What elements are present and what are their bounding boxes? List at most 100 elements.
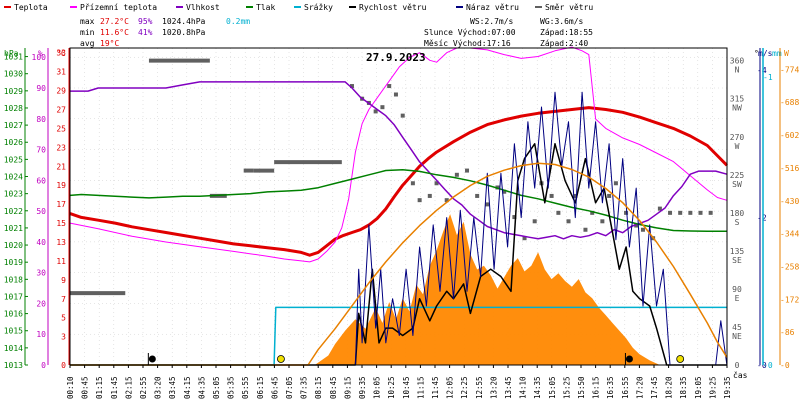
tick-label: 20 <box>36 299 46 308</box>
wind-direction-point <box>427 193 432 198</box>
tick-label: 0 <box>61 361 66 370</box>
tick-label: -774 <box>780 65 799 74</box>
x-tick-label: 00:10 <box>66 376 75 399</box>
x-tick-label: 08:45 <box>329 376 338 399</box>
x-tick-label: 15:25 <box>562 376 571 399</box>
x-tick-label: 17:45 <box>650 376 659 399</box>
wind-direction-point <box>349 84 354 89</box>
axis-pressure: 1013 1014 1015 1016 1017 1018 1019 1020 1021 1022… <box>4 48 28 370</box>
tick-label: 1013 <box>4 361 23 370</box>
x-tick-label: 19:05 <box>694 376 703 399</box>
legend-label-rain: Srážky <box>304 3 333 12</box>
x-tick-label: 16:15 <box>592 376 601 399</box>
x-tick-label: 01:15 <box>95 376 104 399</box>
x-tick-label: 07:05 <box>285 376 294 399</box>
tick-label: 80 <box>36 115 46 124</box>
x-tick-label: 10:25 <box>387 376 396 399</box>
x-tick-label: 05:05 <box>212 376 221 399</box>
tick-label: 9 <box>61 276 66 285</box>
tick-label-compass: SE <box>732 256 742 265</box>
x-tick-label: 01:45 <box>110 376 119 399</box>
tick-label: 1015 <box>4 327 23 336</box>
tick-label: 90 <box>36 84 46 93</box>
legend-label-humidity: Vlhkost <box>186 3 220 12</box>
wind-direction-point <box>532 219 537 224</box>
tick-label: 23 <box>56 143 66 152</box>
tick-label: 0 <box>41 361 46 370</box>
rain-marker <box>625 355 633 363</box>
tick-label: 33 <box>56 49 66 58</box>
x-tick-label: 02:15 <box>124 376 133 399</box>
stats: max 27.2°C 95% 1024.4hPa 0.2mm min 11.6°C 41% 10… <box>80 17 250 48</box>
axis-time: 00:10 00:45 01:15 01:45 02:15 02:55 03:20 03:45… <box>66 365 732 399</box>
tick-label: 1014 <box>4 344 23 353</box>
sun-marker <box>676 355 685 363</box>
tick-label-compass: W <box>735 142 740 151</box>
tick-label: 70 <box>36 146 46 155</box>
tick-label: 360 <box>730 57 745 66</box>
wind-direction-point <box>380 105 385 110</box>
x-tick-label: 19:35 <box>723 376 732 399</box>
x-tick-label: 02:55 <box>139 376 148 399</box>
info: WS:2.7m/s WG:3.6m/s Slunce Východ:07:00 Záp… <box>424 17 593 48</box>
tick-label: 31 <box>56 68 66 77</box>
x-tick-label: 13:20 <box>489 376 498 399</box>
series-radiation-area <box>70 214 727 365</box>
tick-label: 15 <box>56 219 66 228</box>
tick-label: 1016 <box>4 310 23 319</box>
x-tick-label: 11:45 <box>431 376 440 399</box>
tick-label: 1021 <box>4 224 23 233</box>
x-tick-label: 12:05 <box>446 376 455 399</box>
tick-label: 1031 <box>4 53 23 62</box>
tick-label: -2 <box>757 214 767 223</box>
unit-degc: °C <box>56 49 66 58</box>
axis-temperature: 0 3 5 7 9 11 13 15 17 19 21 23 25 27 29 31 33 <box>56 48 70 370</box>
tick-label: -0 <box>757 361 767 370</box>
x-tick-label: 11:15 <box>416 376 425 399</box>
tick-label-compass: SW <box>732 180 742 189</box>
axis-wind-speed: -0 -2 -4 <box>757 48 767 370</box>
tick-label: 90 <box>732 285 742 294</box>
tick-label: 1025 <box>4 155 23 164</box>
tick-label: -0 <box>763 361 773 370</box>
x-tick-label: 12:55 <box>475 376 484 399</box>
wind-direction-point <box>434 181 439 186</box>
x-tick-label: 18:20 <box>665 376 674 399</box>
legend-label-ground: Přízemní teplota <box>80 3 157 12</box>
unit-pct: % <box>38 49 43 58</box>
x-tick-label: 03:20 <box>154 376 163 399</box>
tick-label: 3 <box>61 333 66 342</box>
rain-marker <box>148 355 156 363</box>
tick-label: 21 <box>56 162 66 171</box>
tick-label: -0 <box>780 361 790 370</box>
wind-direction-point <box>417 198 422 203</box>
tick-label: -688 <box>780 98 799 107</box>
axis-rain: -0 -1 <box>762 48 773 370</box>
tick-label: 225 <box>730 171 745 180</box>
chart-title: 27.9.2023 <box>366 51 426 64</box>
x-tick-label: 06:45 <box>270 376 279 399</box>
stats-pressure: 1024.4hPa <box>162 17 206 26</box>
tick-label: 315 <box>730 95 745 104</box>
wind-direction-point <box>600 219 605 224</box>
stats-pressure: 1020.8hPa <box>162 28 206 37</box>
tick-label: 270 <box>730 133 745 142</box>
stats-label: max <box>80 17 95 26</box>
tick-label-compass: E <box>735 294 740 303</box>
axis-radiation: -0 -86 -172 -258 -344 -430 -516 -602 -688 -774 <box>779 48 799 370</box>
wind-direction-point <box>444 198 449 203</box>
unit-hpa: hPa <box>4 49 19 58</box>
wind-direction-point <box>393 92 398 97</box>
wind-direction-point <box>465 168 470 173</box>
unit-wm2: W <box>784 49 789 58</box>
stats-temp: 19°C <box>100 39 119 48</box>
stats-temp: 27.2°C <box>100 17 129 26</box>
x-tick-label: 10:45 <box>402 376 411 399</box>
wind-direction-point <box>613 181 618 186</box>
tick-label: -430 <box>780 197 799 206</box>
info-sun-set: Západ:18:55 <box>540 28 593 37</box>
x-axis-unit: čas <box>733 370 748 380</box>
tick-label: 50 <box>36 207 46 216</box>
